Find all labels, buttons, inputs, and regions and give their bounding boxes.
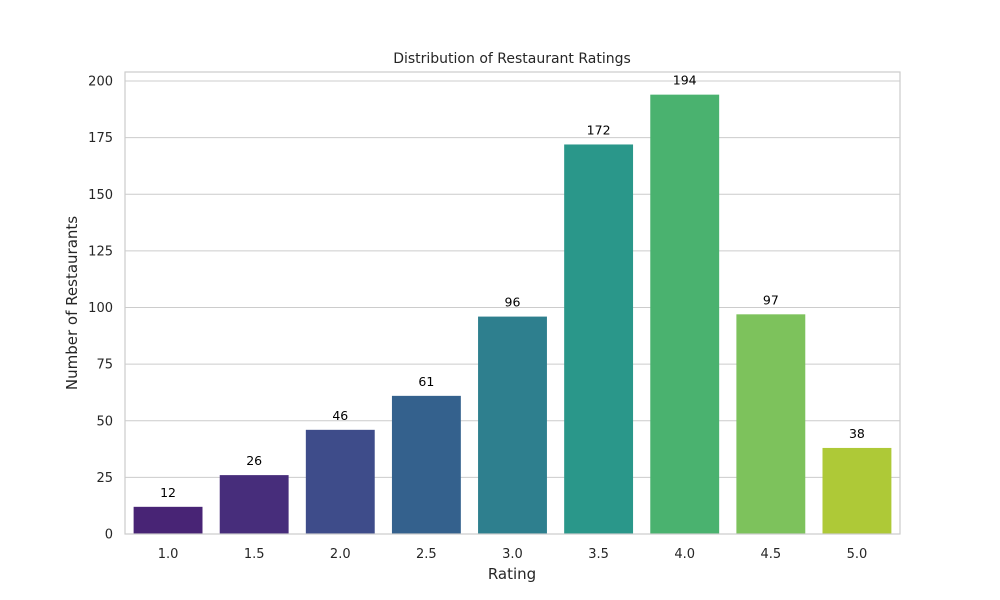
y-tick-label: 75	[96, 358, 113, 373]
plot-frame	[124, 71, 901, 535]
bars	[133, 94, 892, 534]
y-axis-label: Number of Restaurants	[63, 216, 81, 390]
y-tick-label: 175	[88, 131, 113, 146]
data-label: 172	[587, 122, 611, 137]
bar-3.0	[478, 316, 547, 534]
y-tick-label: 50	[96, 414, 113, 429]
y-tick-label: 100	[88, 301, 113, 316]
bar-1.5	[219, 475, 289, 534]
x-tick-label: 4.5	[760, 547, 781, 562]
data-label: 96	[505, 295, 521, 310]
bar-5.0	[822, 447, 892, 534]
bar-2.5	[391, 395, 461, 534]
x-tick-labels: 1.0 1.5 2.0 2.5 3.0 3.5 4.0 4.5 5.0	[158, 547, 868, 562]
x-tick-label: 2.0	[330, 547, 351, 562]
x-tick-label: 5.0	[847, 547, 868, 562]
x-tick-label: 1.0	[158, 547, 179, 562]
data-label: 194	[673, 73, 697, 88]
y-tick-label: 150	[88, 188, 113, 203]
x-tick-label: 3.0	[502, 547, 523, 562]
y-tick-label: 0	[105, 528, 113, 543]
data-label: 46	[332, 408, 348, 423]
y-tick-label: 200	[88, 75, 113, 90]
y-tick-labels: 0 25 50 75 100 125 150 175 200	[88, 75, 113, 543]
y-tick-label: 25	[96, 471, 113, 486]
bar-2.0	[305, 429, 375, 534]
y-tick-label: 125	[88, 244, 113, 259]
data-label: 12	[160, 485, 176, 500]
x-tick-label: 2.5	[416, 547, 437, 562]
data-label: 97	[763, 292, 779, 307]
bar-4.0	[650, 94, 720, 534]
bar-4.5	[736, 314, 806, 534]
data-label: 61	[418, 374, 434, 389]
chart-title: Distribution of Restaurant Ratings	[393, 51, 631, 67]
bar-3.5	[564, 144, 634, 534]
data-label: 38	[849, 426, 865, 441]
x-tick-label: 3.5	[588, 547, 609, 562]
data-labels: 12 26 46 61 96 172 194 97 38	[160, 73, 865, 500]
x-axis-label: Rating	[488, 565, 536, 583]
x-tick-label: 1.5	[244, 547, 265, 562]
bar-1.0	[133, 506, 203, 534]
x-tick-label: 4.0	[674, 547, 695, 562]
data-label: 26	[246, 453, 262, 468]
